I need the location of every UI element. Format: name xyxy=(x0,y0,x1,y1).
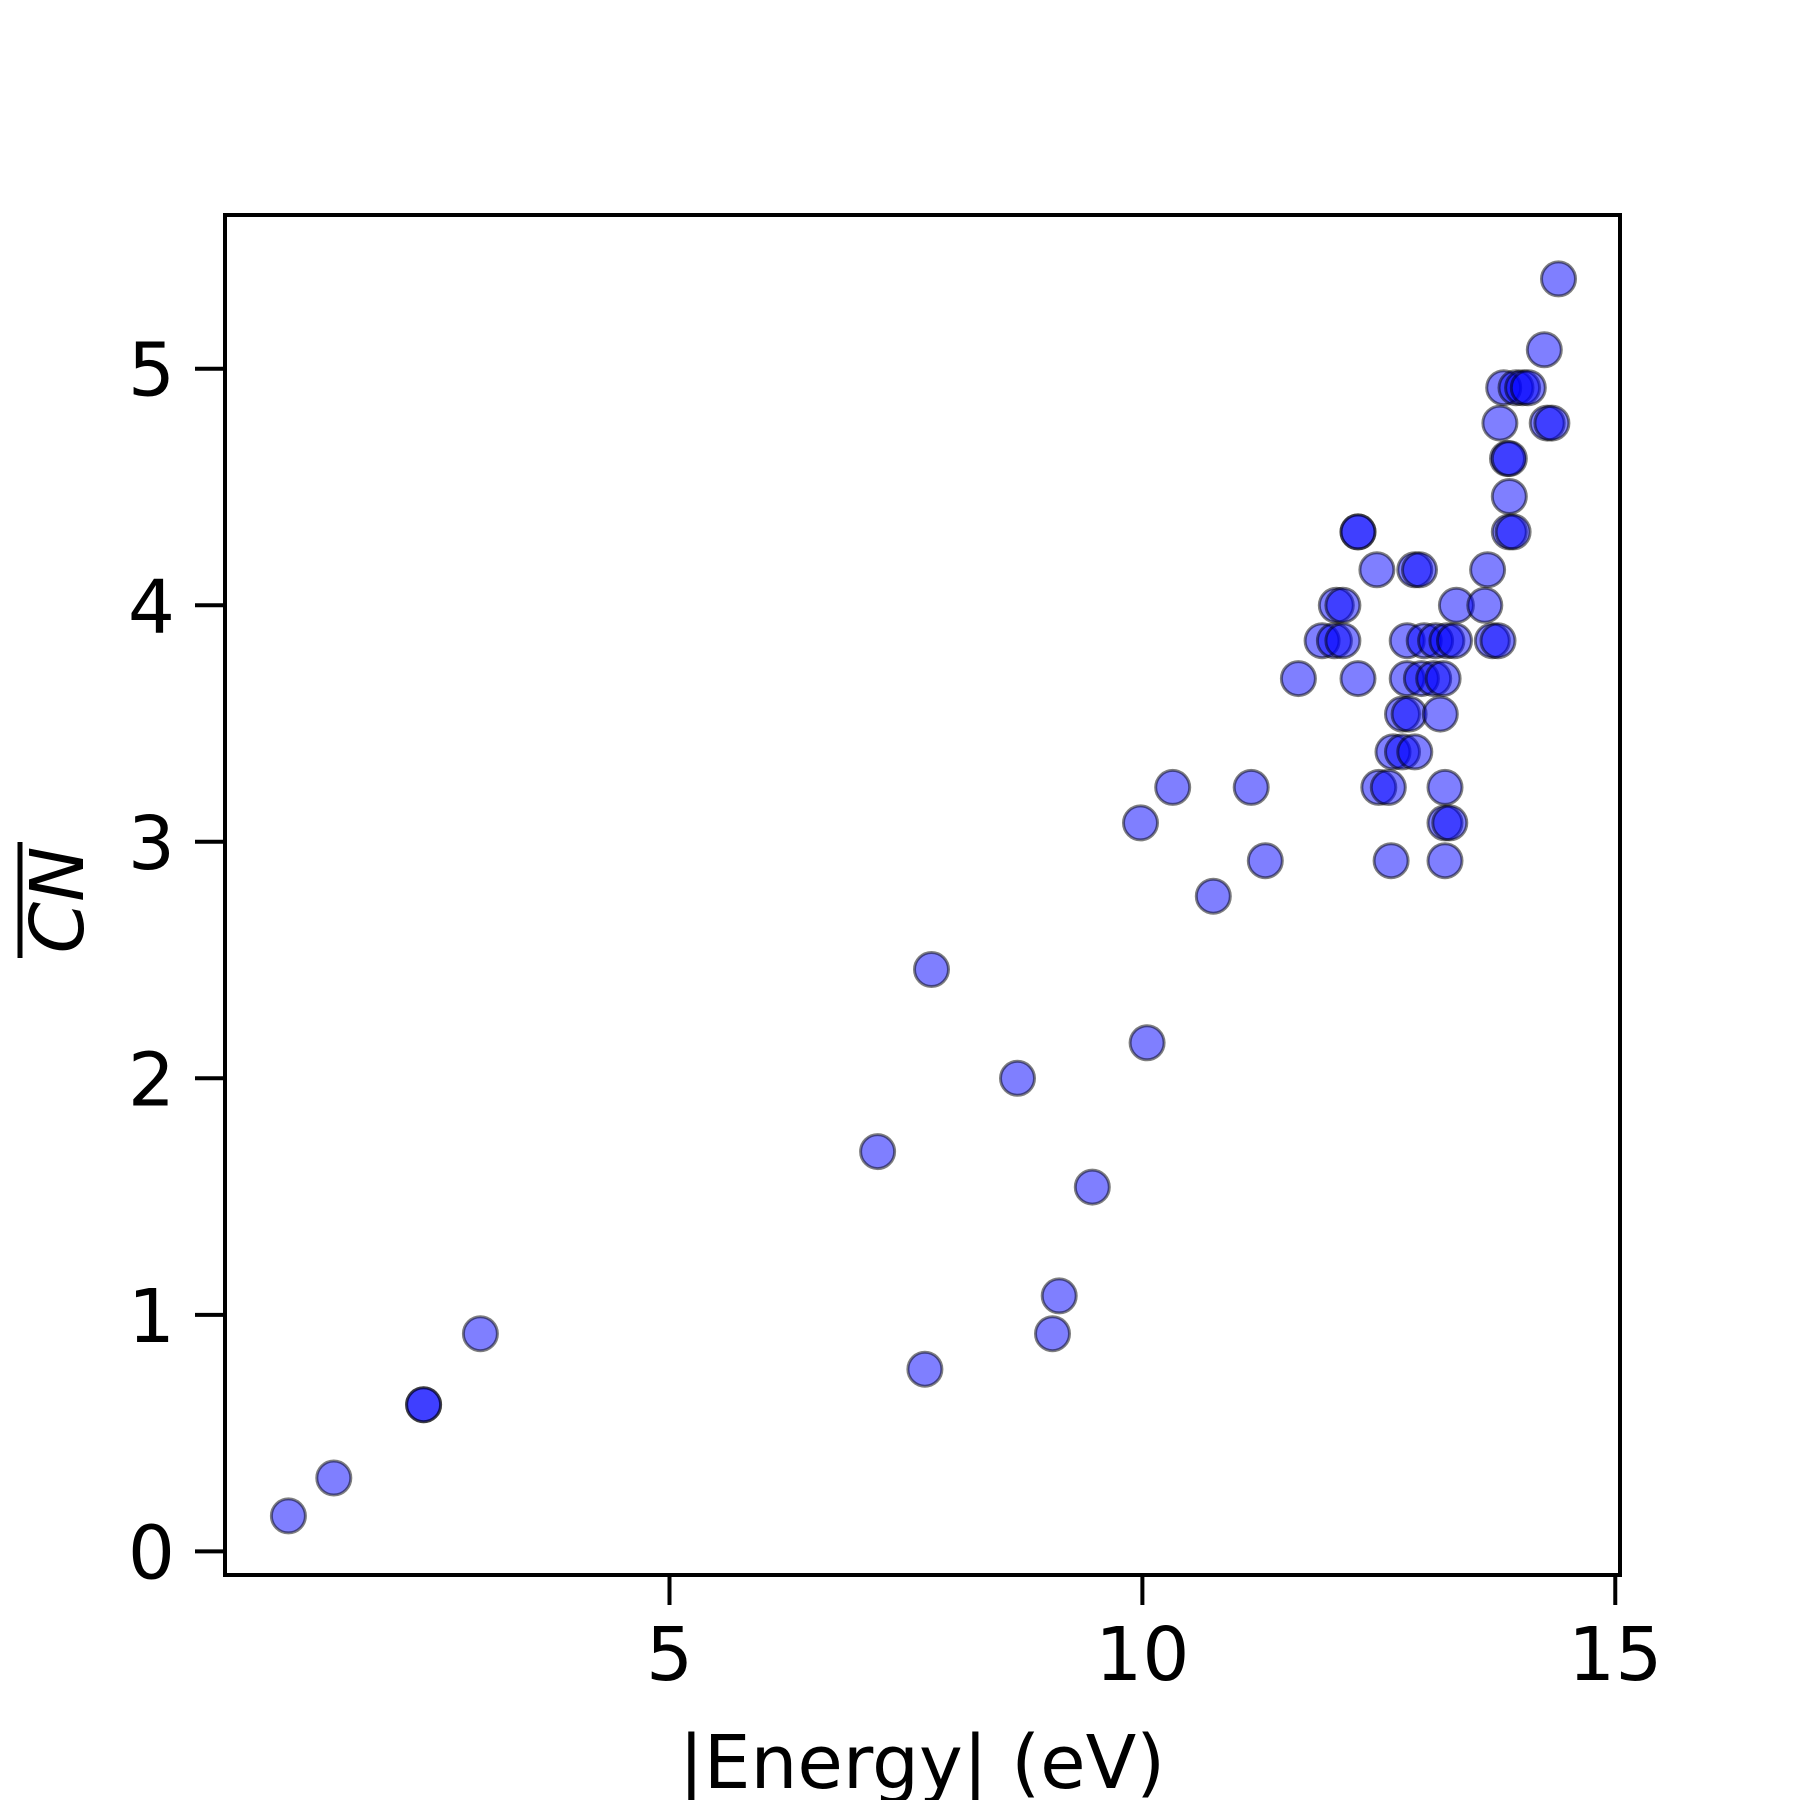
data-point xyxy=(1424,660,1462,698)
data-point xyxy=(1324,622,1362,660)
data-point xyxy=(1034,1315,1071,1353)
data-point xyxy=(1073,1168,1111,1206)
data-point xyxy=(1401,551,1438,589)
data-point xyxy=(461,1315,499,1353)
data-point xyxy=(1426,842,1464,880)
data-point xyxy=(1390,695,1428,733)
data-point xyxy=(1431,804,1469,842)
data-point xyxy=(1232,768,1270,806)
y-tick-label: 1 xyxy=(128,1274,175,1360)
y-tick-label: 4 xyxy=(128,564,175,650)
data-point xyxy=(906,1350,944,1388)
axis-ticks: 5 10 15 0 1 2 3 4 5 xyxy=(128,328,1662,1698)
x-tick-label: 15 xyxy=(1568,1612,1662,1698)
data-point xyxy=(1533,404,1571,442)
data-point xyxy=(315,1459,353,1497)
data-point xyxy=(1040,1277,1078,1315)
data-point xyxy=(1540,260,1577,298)
data-points xyxy=(269,260,1577,1535)
data-point xyxy=(1466,586,1504,624)
data-point xyxy=(1481,404,1519,442)
data-point xyxy=(1246,842,1284,880)
data-point xyxy=(1358,551,1396,589)
plot-area-frame xyxy=(223,213,1622,1577)
data-point xyxy=(999,1059,1036,1097)
data-point xyxy=(1421,695,1459,733)
y-axis-label-group: CN xyxy=(15,842,101,958)
data-point xyxy=(1324,586,1362,624)
data-point xyxy=(1128,1024,1166,1062)
data-point xyxy=(1339,660,1377,698)
data-point xyxy=(1525,331,1563,369)
data-point xyxy=(1490,478,1528,515)
data-point xyxy=(1479,622,1517,660)
data-point xyxy=(1509,369,1547,407)
data-point xyxy=(1369,768,1407,806)
data-point xyxy=(1122,804,1159,842)
y-tick-label: 5 xyxy=(128,328,175,414)
data-point xyxy=(1194,877,1232,915)
y-tick-label: 3 xyxy=(128,801,175,887)
data-point xyxy=(1154,768,1192,806)
data-point xyxy=(1396,733,1434,771)
x-axis-label: |Energy| (eV) xyxy=(679,1720,1165,1800)
y-tick-label: 2 xyxy=(128,1037,175,1123)
data-point xyxy=(913,951,950,988)
data-point xyxy=(1494,513,1532,551)
y-axis-label: CN xyxy=(15,846,101,953)
data-point xyxy=(405,1386,443,1424)
data-point xyxy=(1490,440,1528,478)
data-point xyxy=(1436,622,1473,660)
data-point xyxy=(1339,513,1377,551)
data-point xyxy=(269,1497,307,1535)
x-tick-label: 10 xyxy=(1095,1612,1189,1698)
data-point xyxy=(859,1133,897,1171)
x-tick-label: 5 xyxy=(646,1612,693,1698)
data-point xyxy=(1279,660,1317,698)
data-point xyxy=(1469,551,1507,589)
y-tick-label: 0 xyxy=(128,1510,175,1596)
data-point xyxy=(1372,842,1410,880)
data-point xyxy=(1426,768,1464,806)
